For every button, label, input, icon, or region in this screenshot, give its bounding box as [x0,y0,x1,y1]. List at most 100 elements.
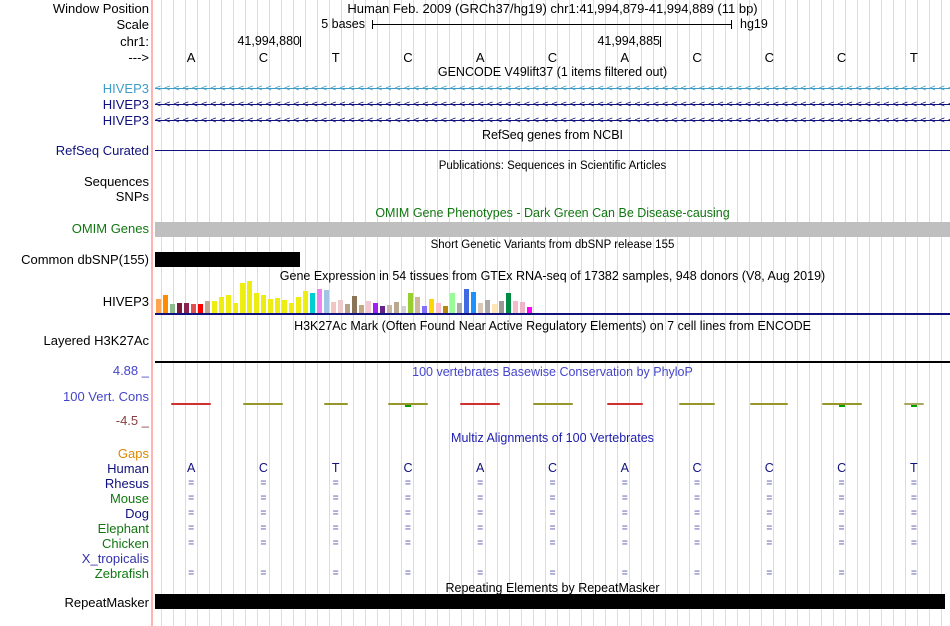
repeatmasker-bar[interactable] [155,594,945,609]
gtex-tissue-bar[interactable] [317,289,322,313]
phylop-mark[interactable] [606,403,643,405]
phylop-mark[interactable] [460,403,501,405]
multiz-species-label[interactable]: Dog [125,506,149,521]
gtex-tissue-bar[interactable] [219,297,224,313]
omim-gene-bar[interactable] [155,222,950,237]
phylop-mark[interactable] [750,403,789,405]
gtex-tissue-bar[interactable] [373,303,378,313]
multiz-species-label[interactable]: Chicken [102,536,149,551]
gtex-tissue-bar[interactable] [352,296,357,313]
publications-sequences-label[interactable]: Sequences [83,174,149,189]
gtex-tissue-bar[interactable] [296,297,301,313]
publications-snps-label[interactable]: SNPs [115,189,149,204]
phylop-mark[interactable] [903,403,924,405]
gtex-tissue-bar[interactable] [478,303,483,313]
multiz-identity-mark: = [838,508,845,519]
gtex-tissue-bar[interactable] [485,300,490,313]
gtex-tissue-bar[interactable] [303,291,308,313]
gtex-tissue-bar[interactable] [443,306,448,313]
gtex-tissue-bar[interactable] [282,300,287,313]
gtex-tissue-bar[interactable] [184,303,189,313]
phylop-mark[interactable] [679,403,716,405]
gtex-tissue-bar[interactable] [387,305,392,313]
gtex-tissue-bar[interactable] [338,300,343,313]
gtex-tissue-bar[interactable] [394,302,399,313]
gtex-tissue-bar[interactable] [471,292,476,313]
gtex-tissue-bar[interactable] [457,303,462,313]
gtex-tissue-bar[interactable] [527,307,532,313]
gtex-tissue-bar[interactable] [170,304,175,313]
gencode-transcript-label[interactable]: HIVEP3 [102,113,149,128]
repeatmasker-label[interactable]: RepeatMasker [64,595,149,610]
phylop-mark[interactable] [532,403,573,405]
gtex-tissue-bar[interactable] [268,299,273,313]
gtex-tissue-bar[interactable] [408,293,413,313]
multiz-species-label[interactable]: Gaps [117,446,149,461]
vert-cons-label[interactable]: 100 Vert. Cons [63,389,149,404]
gtex-tissue-bar[interactable] [359,305,364,313]
gtex-tissue-bar[interactable] [254,293,259,313]
gtex-tissue-bar[interactable] [415,297,420,313]
refseq-curated-line[interactable] [155,150,950,151]
gtex-tissue-bar[interactable] [492,304,497,313]
gtex-tissue-bar[interactable] [464,289,469,313]
gtex-tissue-bar[interactable] [499,301,504,313]
layered-h3k27ac-label[interactable]: Layered H3K27Ac [43,333,149,348]
phylop-mark[interactable] [323,403,348,405]
gtex-tissue-bar[interactable] [310,293,315,313]
multiz-identity-mark: = [188,523,195,534]
sequence-base-letter: A [475,50,485,65]
gtex-tissue-bar[interactable] [177,303,182,313]
gtex-tissue-bar[interactable] [520,302,525,313]
gtex-tissue-bar[interactable] [289,303,294,313]
gtex-tissue-bar[interactable] [436,303,441,313]
gtex-tissue-bar[interactable] [345,304,350,313]
phylop-mark[interactable] [387,403,428,405]
gtex-tissue-bar[interactable] [191,304,196,313]
phylop-mark[interactable] [171,403,212,405]
refseq-curated-label[interactable]: RefSeq Curated [55,143,149,158]
multiz-identity-mark: = [477,568,484,579]
gtex-tissue-bar[interactable] [247,281,252,313]
phylop-mark[interactable] [243,403,284,405]
gtex-tissue-bar[interactable] [506,293,511,313]
gencode-transcript-line[interactable]: <<<<<<<<<<<<<<<<<<<<<<<<<<<<<<<<<<<<<<<<… [155,98,950,111]
gtex-tissue-bar[interactable] [366,301,371,313]
gtex-tissue-bar[interactable] [163,295,168,313]
gtex-tissue-bar[interactable] [324,290,329,313]
gtex-tissue-bar[interactable] [450,293,455,313]
multiz-species-label[interactable]: Mouse [109,491,149,506]
gtex-tissue-bar[interactable] [156,299,161,313]
phylop-mark[interactable] [821,403,862,405]
multiz-species-label[interactable]: Rhesus [104,476,149,491]
gtex-tissue-bar[interactable] [198,304,203,313]
gtex-tissue-bar[interactable] [240,283,245,313]
gencode-transcript-label[interactable]: HIVEP3 [102,81,149,96]
gtex-tissue-bar[interactable] [212,301,217,313]
gencode-transcript-line[interactable]: <<<<<<<<<<<<<<<<<<<<<<<<<<<<<<<<<<<<<<<<… [155,82,950,95]
dbsnp-variant-bar[interactable] [155,252,300,267]
gtex-tissue-bar[interactable] [261,295,266,313]
gencode-transcript-line[interactable]: <<<<<<<<<<<<<<<<<<<<<<<<<<<<<<<<<<<<<<<<… [155,114,950,127]
gtex-tissue-bar[interactable] [513,301,518,313]
gtex-tissue-bar[interactable] [422,306,427,313]
h3k27ac-baseline[interactable] [155,361,950,363]
gtex-tissue-bar[interactable] [380,306,385,313]
gtex-tissue-bar[interactable] [401,306,406,313]
gtex-tissue-bar[interactable] [275,298,280,313]
gencode-transcript-label[interactable]: HIVEP3 [102,97,149,112]
gtex-tissue-bar[interactable] [331,302,336,313]
gtex-tissue-bar[interactable] [205,301,210,313]
multiz-species-label[interactable]: Zebrafish [94,566,149,581]
multiz-aligned-base: C [692,461,702,475]
omim-genes-label[interactable]: OMIM Genes [71,221,149,236]
multiz-species-label[interactable]: Human [107,461,149,476]
gencode-track-title: GENCODE V49lift37 (1 items filtered out) [437,65,668,79]
gtex-tissue-bar[interactable] [233,303,238,313]
multiz-species-label[interactable]: X_tropicalis [81,551,149,566]
gtex-tissue-bar[interactable] [226,295,231,313]
common-dbsnp-label[interactable]: Common dbSNP(155) [21,252,149,267]
gtex-gene-label[interactable]: HIVEP3 [102,294,149,309]
multiz-species-label[interactable]: Elephant [97,521,149,536]
gtex-tissue-bar[interactable] [429,299,434,313]
